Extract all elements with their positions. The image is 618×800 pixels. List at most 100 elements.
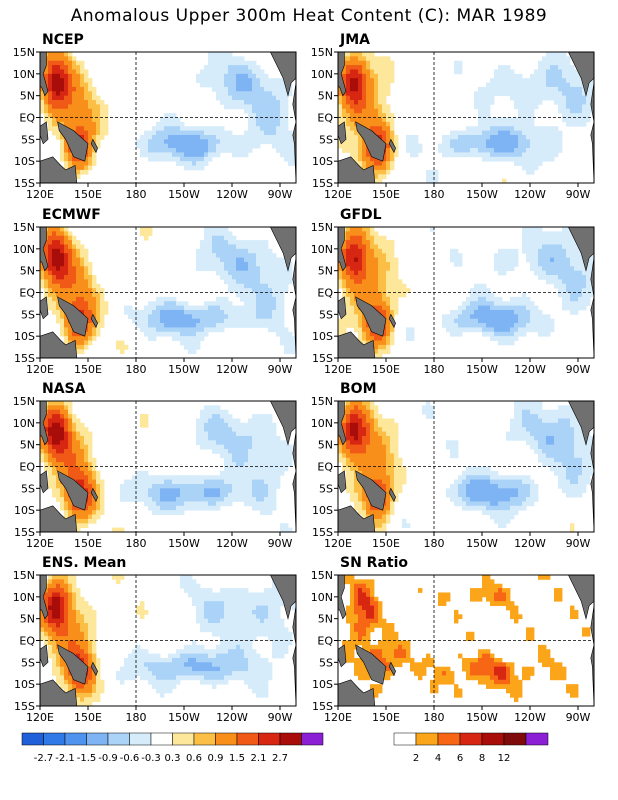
heatmap-cell	[152, 156, 157, 162]
heatmap-cell	[558, 275, 563, 280]
heatmap-cell	[522, 235, 527, 241]
heatmap-cell	[244, 462, 249, 467]
heatmap-cell	[534, 253, 539, 258]
heatmap-cell	[172, 510, 177, 515]
heatmap-cell	[510, 130, 515, 136]
heatmap-cell	[220, 257, 225, 263]
heatmap-cell	[68, 510, 73, 515]
heatmap-cell	[88, 266, 93, 272]
heatmap-cell	[208, 497, 213, 502]
x-tick-label: 150E	[74, 363, 102, 376]
heatmap-cell	[256, 130, 261, 136]
heatmap-cell	[252, 126, 257, 131]
heatmap-cell	[68, 327, 73, 333]
heatmap-cell	[208, 414, 213, 419]
heatmap-cell	[256, 121, 261, 127]
heatmap-cell	[530, 309, 535, 315]
heatmap-cell	[148, 309, 153, 315]
heatmap-cell	[478, 143, 483, 149]
heatmap-cell	[216, 248, 221, 254]
heatmap-cell	[80, 462, 85, 467]
heatmap-cell	[60, 449, 65, 454]
heatmap-cell	[64, 266, 69, 272]
heatmap-cell	[64, 314, 69, 320]
heatmap-cell	[204, 327, 209, 333]
heatmap-cell	[374, 248, 379, 254]
heatmap-cell	[506, 78, 511, 83]
heatmap-cell	[64, 409, 69, 415]
heatmap-cell	[60, 52, 65, 57]
heatmap-cell	[252, 143, 257, 149]
heatmap-cell	[52, 248, 57, 254]
heatmap-cell	[148, 475, 153, 480]
heatmap-cell	[92, 121, 97, 127]
heatmap-cell	[84, 126, 89, 131]
heatmap-cell	[382, 240, 387, 245]
heatmap-cell	[346, 78, 351, 83]
heatmap-cell	[220, 143, 225, 149]
heatmap-cell	[216, 95, 221, 101]
heatmap-cell	[358, 139, 363, 145]
heatmap-cell	[586, 261, 591, 267]
heatmap-cells	[40, 401, 293, 533]
heatmap-cell	[60, 78, 65, 83]
heatmap-cell	[338, 270, 343, 276]
heatmap-cell	[514, 91, 519, 97]
heatmap-cell	[454, 60, 459, 66]
heatmap-cell	[366, 292, 371, 298]
heatmap-cell	[52, 261, 57, 267]
heatmap-cell	[350, 261, 355, 267]
heatmap-cell	[478, 86, 483, 92]
heatmap-cell	[232, 257, 237, 263]
heatmap-cell	[140, 483, 145, 489]
heatmap-cell	[554, 253, 559, 258]
heatmap-cell	[220, 427, 225, 432]
heatmap-cell	[390, 266, 395, 272]
heatmap-cell	[76, 82, 81, 88]
heatmap-cell	[342, 248, 347, 254]
heatmap-cell	[550, 143, 555, 149]
heatmap-cell	[378, 60, 383, 66]
heatmap-cell	[374, 292, 379, 298]
heatmap-cell	[288, 331, 293, 337]
heatmap-cell	[48, 248, 53, 254]
heatmap-cell	[248, 266, 253, 272]
heatmap-cell	[566, 301, 571, 306]
heatmap-cell	[566, 296, 571, 302]
heatmap-cell	[52, 457, 57, 463]
heatmap-cell	[68, 248, 73, 254]
heatmap-cell	[208, 327, 213, 333]
heatmap-cell	[358, 227, 363, 232]
heatmap-cell	[228, 52, 233, 57]
heatmap-cell	[558, 270, 563, 276]
heatmap-cell	[494, 253, 499, 258]
heatmap-cell	[284, 453, 289, 459]
heatmap-cell	[200, 73, 205, 79]
heatmap-cell	[228, 73, 233, 79]
heatmap-cell	[350, 305, 355, 311]
heatmap-cell	[88, 501, 93, 507]
heatmap-cell	[60, 453, 65, 459]
heatmap-cells	[40, 52, 297, 180]
heatmap-cell	[176, 126, 181, 131]
heatmap-cell	[362, 121, 367, 127]
heatmap-cell	[280, 288, 285, 293]
heatmap-cell	[268, 505, 273, 511]
heatmap-cell	[192, 340, 197, 346]
heatmap-cell	[228, 288, 233, 293]
heatmap-cell	[510, 156, 515, 162]
heatmap-cell	[232, 453, 237, 459]
heatmap-cell	[52, 305, 57, 311]
heatmap-cell	[280, 95, 285, 101]
heatmap-cell	[208, 65, 213, 70]
heatmap-cell	[414, 152, 419, 158]
heatmap-cell	[204, 444, 209, 450]
heatmap-cell	[562, 117, 567, 123]
heatmap-cell	[216, 86, 221, 92]
heatmap-cell	[578, 95, 583, 101]
heatmap-cell	[284, 444, 289, 450]
heatmap-cell	[76, 65, 81, 70]
heatmap-cell	[514, 130, 519, 136]
heatmap-cell	[554, 152, 559, 158]
heatmap-cell	[390, 69, 395, 75]
